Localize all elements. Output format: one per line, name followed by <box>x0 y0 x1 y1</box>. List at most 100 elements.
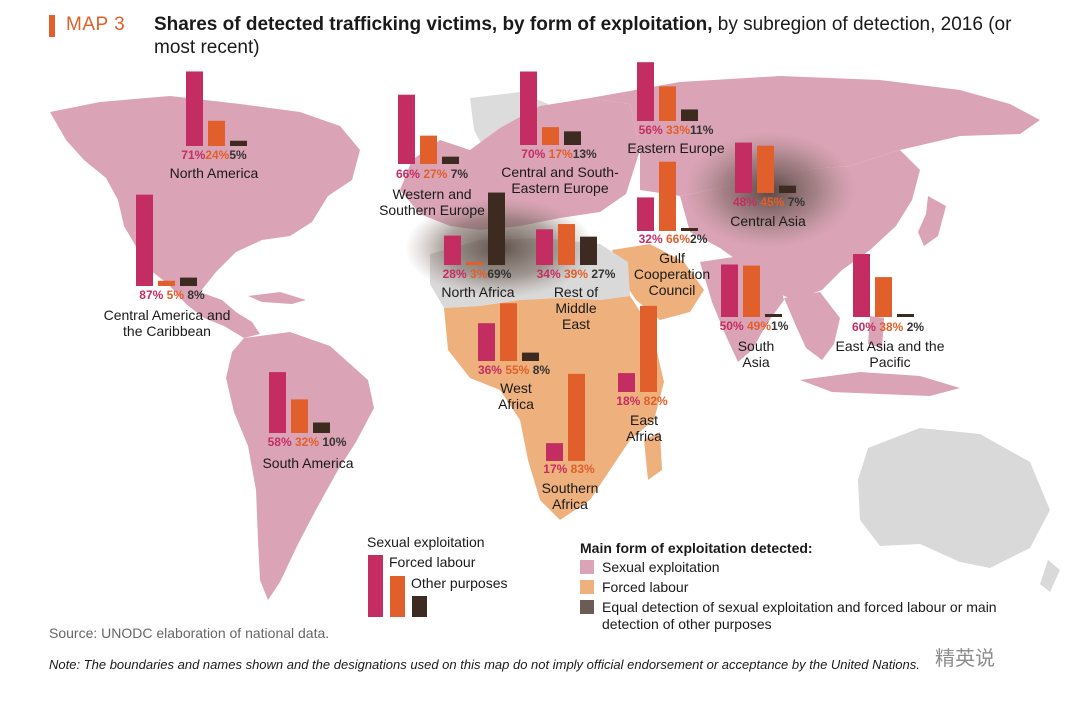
key-bar-other <box>412 596 427 617</box>
bar-other-south-america <box>313 422 330 433</box>
pct-other: 2% <box>690 232 708 246</box>
se-asia-shape <box>784 292 840 360</box>
pcts-central-america: 87% 5% 8% <box>139 288 204 302</box>
new-zealand-shape <box>1040 560 1060 592</box>
main-legend-title: Main form of exploitation detected: <box>580 540 813 556</box>
watermark: 精英说 <box>935 648 995 670</box>
arabia-shape <box>612 244 704 320</box>
key-bar-forced <box>390 576 405 617</box>
indonesia-shape <box>800 372 960 396</box>
bar-sexual-southern-africa <box>546 443 563 461</box>
pct-other: 27% <box>591 267 616 281</box>
pct-forced: 5% <box>166 288 185 302</box>
pcts-north-africa: 28% 3%69% <box>443 267 512 281</box>
pcts-central-asia: 48% 45% 7% <box>733 195 805 209</box>
pcts-southern-africa: 17% 83% <box>543 462 594 476</box>
pct-sexual: 58% <box>267 435 292 449</box>
key-label-forced: Forced labour <box>389 554 476 570</box>
pcts-south-america: 58% 32% 10% <box>268 435 347 449</box>
label-eastern-europe: Eastern Europe <box>627 140 725 156</box>
bar-other-north-africa <box>488 192 505 265</box>
bar-forced-central-asia <box>757 145 774 193</box>
bar-other-western-and-southern-europe <box>442 156 459 164</box>
pct-sexual: 34% <box>536 267 561 281</box>
pct-sexual: 17% <box>543 462 568 476</box>
label-north-america: North America <box>169 165 259 181</box>
pct-other: 10% <box>322 435 347 449</box>
japan-shape <box>918 196 946 246</box>
pct-forced: 33% <box>665 123 691 137</box>
pcts-western-europe: 66% 27% 7% <box>396 167 468 181</box>
pcts-east-asia: 60% 38% 2% <box>852 320 924 334</box>
bar-sexual-central-asia <box>735 142 752 193</box>
pct-forced: 66% <box>666 232 691 246</box>
bar-other-north-america <box>230 140 247 146</box>
pct-forced: 49% <box>747 319 772 333</box>
pct-forced: 82% <box>643 394 668 408</box>
pct-forced: 3% <box>470 267 488 281</box>
bar-other-rest-of-middle-east <box>580 236 597 265</box>
key-label-other: Other purposes <box>411 575 508 591</box>
pct-forced: 27% <box>423 167 448 181</box>
bar-sexual-east-asia-and-the-pacific <box>853 254 870 317</box>
bar-forced-gulf-cooperation-council <box>659 161 676 231</box>
bar-other-gulf-cooperation-council <box>681 228 698 231</box>
pct-forced: 55% <box>505 363 530 377</box>
main-legend: Main form of exploitation detected: Sexu… <box>580 540 1040 636</box>
pct-sexual: 87% <box>139 288 164 302</box>
label-south-asia: South Asia <box>737 338 775 370</box>
pct-sexual: 70% <box>521 147 546 161</box>
pct-sexual: 66% <box>395 167 420 181</box>
pct-other: 7% <box>787 195 806 209</box>
pct-other: 7% <box>450 167 469 181</box>
pct-other: 69% <box>487 267 512 281</box>
pct-sexual: 32% <box>638 232 663 246</box>
pct-sexual: 36% <box>477 363 502 377</box>
pct-forced: 38% <box>879 320 904 334</box>
bar-layer <box>136 62 914 461</box>
bar-forced-south-asia <box>743 265 760 317</box>
pct-sexual: 60% <box>851 320 876 334</box>
bar-sexual-central-america-and-the-caribbean <box>136 194 153 286</box>
bar-forced-central-and-south-eastern-europe <box>542 127 559 145</box>
legend-item-sexual: Sexual exploitation <box>580 559 1040 576</box>
bar-forced-southern-africa <box>568 373 585 461</box>
pct-sexual: 71% <box>181 148 206 162</box>
pct-other: 8% <box>187 288 205 302</box>
label-gcc: Gulf Cooperation Council <box>633 250 711 298</box>
label-central-america: Central America and the Caribbean <box>103 307 231 339</box>
pct-sexual: 48% <box>732 195 757 209</box>
pcts-south-asia: 50% 49%1% <box>720 319 789 333</box>
pct-forced: 39% <box>563 267 589 281</box>
pct-other: 1% <box>771 319 789 333</box>
bar-sexual-south-asia <box>721 264 738 317</box>
legend-label-forced: Forced labour <box>602 579 689 595</box>
bar-sexual-central-and-south-eastern-europe <box>520 71 537 145</box>
bar-other-central-america-and-the-caribbean <box>180 277 197 286</box>
bar-forced-central-america-and-the-caribbean <box>158 280 175 286</box>
bar-sexual-north-africa <box>444 235 461 265</box>
bar-other-east-asia-and-the-pacific <box>897 314 914 317</box>
legend-item-equal: Equal detection of sexual exploitation a… <box>580 599 1040 633</box>
bar-sexual-west-africa <box>478 323 495 361</box>
note-text: Note: The boundaries and names shown and… <box>49 657 920 672</box>
bar-sexual-rest-of-middle-east <box>536 229 553 265</box>
key-bar-sexual <box>368 555 383 617</box>
pcts-gcc: 32% 66%2% <box>639 232 708 246</box>
label-south-america: South America <box>262 455 354 471</box>
philippines-shape <box>868 316 884 348</box>
map-number-label: MAP 3 <box>66 14 126 35</box>
bar-forced-south-america <box>291 399 308 433</box>
legend-item-forced: Forced labour <box>580 579 1040 596</box>
bar-sexual-eastern-europe <box>637 62 654 121</box>
bar-other-central-asia <box>779 185 796 193</box>
bar-other-west-africa <box>522 352 539 361</box>
map-title: Shares of detected trafficking victims, … <box>154 13 1054 59</box>
pcts-north-america: 71%24%5% <box>181 148 246 162</box>
pct-sexual: 50% <box>719 319 744 333</box>
legend-swatch-forced <box>580 580 594 594</box>
bar-sexual-western-and-southern-europe <box>398 94 415 164</box>
label-east-asia-pacific: East Asia and the Pacific <box>835 338 945 370</box>
label-north-africa: North Africa <box>441 284 515 300</box>
